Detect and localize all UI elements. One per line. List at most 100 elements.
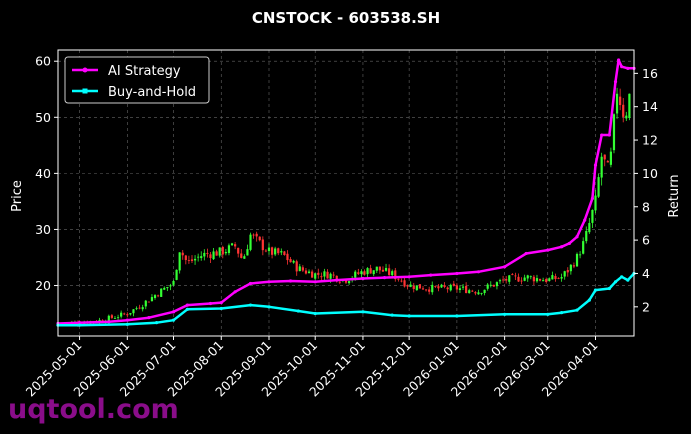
price-candle [588, 223, 591, 233]
price-candle [572, 265, 576, 267]
y-axis-label-right: Return [667, 174, 682, 217]
price-candle [480, 293, 483, 294]
point-buy-and-hold [607, 286, 611, 291]
price-candle [123, 313, 126, 315]
price-candle [147, 301, 150, 303]
point-ai-strategy [208, 301, 213, 306]
price-candle [270, 247, 274, 255]
price-candle [517, 276, 520, 282]
price-candle [249, 234, 252, 250]
price-candle [378, 266, 381, 271]
price-candle [332, 274, 335, 276]
point-ai-strategy [125, 318, 129, 322]
price-candle [289, 259, 292, 263]
line-buy-and-hold [58, 272, 635, 327]
price-candle [326, 271, 329, 279]
price-candle [397, 278, 400, 280]
price-candle [434, 286, 437, 287]
price-candle [501, 279, 505, 281]
point-ai-strategy [593, 163, 598, 167]
price-candle [292, 260, 295, 263]
price-candle [606, 160, 609, 163]
price-candle [498, 280, 502, 282]
price-candle [187, 260, 191, 261]
price-candle [252, 234, 255, 236]
price-candle [582, 241, 585, 254]
price-candle [455, 285, 458, 290]
price-candle [311, 271, 314, 278]
return-lines [56, 58, 636, 327]
price-candle [221, 246, 224, 255]
point-ai-strategy [288, 279, 293, 283]
point-buy-and-hold [613, 280, 618, 284]
price-candle [619, 96, 622, 106]
price-candle [224, 252, 227, 254]
y2-tick-label: 2 [642, 299, 650, 314]
price-candle [388, 268, 391, 275]
point-buy-and-hold [185, 307, 189, 311]
price-candle [542, 280, 545, 282]
price-candle [511, 274, 514, 275]
price-candle [363, 271, 366, 275]
price-candle [443, 285, 446, 288]
y2-tick-label: 12 [642, 133, 658, 148]
price-candle [403, 280, 406, 287]
price-candle [532, 276, 535, 282]
point-ai-strategy [600, 133, 604, 137]
y2-tick-label: 6 [642, 233, 650, 248]
price-candle [369, 268, 372, 274]
price-candle [474, 292, 477, 294]
price-candle [172, 280, 175, 285]
price-candle [113, 318, 117, 319]
price-candle [163, 287, 166, 290]
price-candle [354, 271, 357, 278]
point-buy-and-hold [219, 306, 223, 311]
price-candle [160, 288, 163, 297]
price-candle [267, 247, 271, 252]
y-tick-label: 50 [35, 110, 51, 125]
price-candle [264, 250, 268, 252]
price-candle [203, 252, 206, 257]
price-candle [246, 249, 249, 256]
price-candle [178, 252, 181, 271]
point-ai-strategy [219, 301, 223, 305]
point-ai-strategy [626, 66, 630, 70]
point-ai-strategy [583, 218, 587, 222]
price-candle [184, 255, 187, 261]
price-candle [141, 307, 144, 310]
price-candle [157, 295, 160, 297]
price-candle [406, 285, 409, 287]
price-candle [304, 270, 308, 274]
legend-box [64, 56, 210, 104]
price-candle [215, 251, 218, 256]
point-ai-strategy [476, 270, 481, 274]
point-buy-and-hold [248, 303, 253, 307]
price-candle [200, 256, 203, 259]
price-candle [535, 278, 539, 282]
price-candle [212, 251, 215, 260]
point-ai-strategy [233, 290, 237, 294]
point-buy-and-hold [77, 323, 82, 327]
price-candle [193, 258, 197, 261]
price-candle [344, 280, 348, 283]
point-buy-and-hold [125, 322, 129, 326]
price-candle [557, 277, 560, 279]
point-ai-strategy [382, 276, 387, 280]
price-candle [400, 280, 403, 282]
price-candle [116, 317, 120, 319]
price-candle [175, 269, 178, 280]
price-candle [603, 154, 606, 160]
point-ai-strategy [560, 245, 564, 249]
price-candle [243, 256, 246, 259]
price-candle [569, 264, 572, 272]
price-candle [237, 247, 240, 254]
point-ai-strategy [107, 320, 111, 324]
price-candle [415, 285, 418, 291]
price-candle [440, 284, 443, 288]
price-candle [261, 239, 264, 251]
point-buy-and-hold [503, 312, 507, 316]
point-ai-strategy [171, 310, 176, 314]
price-candle [625, 115, 628, 119]
price-candle [431, 284, 434, 293]
price-candle [545, 279, 548, 282]
